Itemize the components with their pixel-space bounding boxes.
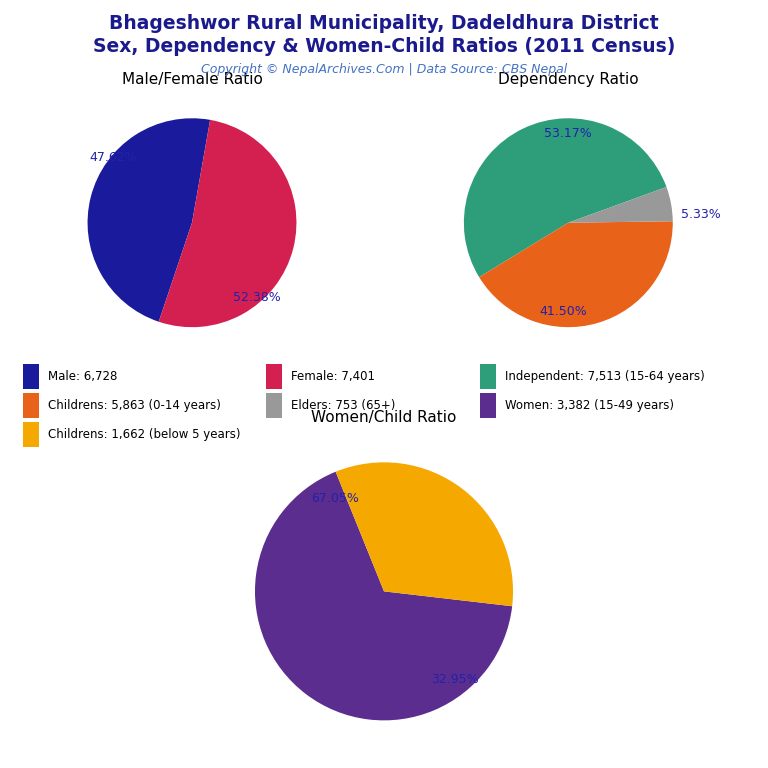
Wedge shape xyxy=(336,462,513,606)
Text: Female: 7,401: Female: 7,401 xyxy=(291,370,375,382)
Wedge shape xyxy=(464,118,667,277)
Bar xyxy=(480,364,496,389)
Text: Bhageshwor Rural Municipality, Dadeldhura District: Bhageshwor Rural Municipality, Dadeldhur… xyxy=(109,14,659,33)
Bar xyxy=(23,393,39,418)
Title: Women/Child Ratio: Women/Child Ratio xyxy=(311,410,457,425)
Text: Independent: 7,513 (15-64 years): Independent: 7,513 (15-64 years) xyxy=(505,370,705,382)
Text: Male: 6,728: Male: 6,728 xyxy=(48,370,118,382)
Text: 52.38%: 52.38% xyxy=(233,291,280,304)
Bar xyxy=(23,422,39,447)
Title: Male/Female Ratio: Male/Female Ratio xyxy=(121,72,263,87)
Text: Women: 3,382 (15-49 years): Women: 3,382 (15-49 years) xyxy=(505,399,674,412)
Wedge shape xyxy=(479,221,673,327)
Text: Elders: 753 (65+): Elders: 753 (65+) xyxy=(291,399,396,412)
Text: 32.95%: 32.95% xyxy=(431,673,478,686)
Title: Dependency Ratio: Dependency Ratio xyxy=(498,72,639,87)
Text: 5.33%: 5.33% xyxy=(681,208,721,221)
Text: Sex, Dependency & Women-Child Ratios (2011 Census): Sex, Dependency & Women-Child Ratios (20… xyxy=(93,37,675,56)
Text: Childrens: 5,863 (0-14 years): Childrens: 5,863 (0-14 years) xyxy=(48,399,220,412)
Text: Copyright © NepalArchives.Com | Data Source: CBS Nepal: Copyright © NepalArchives.Com | Data Sou… xyxy=(201,63,567,76)
Wedge shape xyxy=(255,472,512,720)
Text: Childrens: 1,662 (below 5 years): Childrens: 1,662 (below 5 years) xyxy=(48,429,240,441)
Text: 67.05%: 67.05% xyxy=(311,492,359,505)
Text: 47.62%: 47.62% xyxy=(90,151,137,164)
Bar xyxy=(23,364,39,389)
Wedge shape xyxy=(88,118,210,322)
Bar xyxy=(480,393,496,418)
Wedge shape xyxy=(159,120,296,327)
Bar xyxy=(266,364,283,389)
Text: 53.17%: 53.17% xyxy=(545,127,592,141)
Bar xyxy=(266,393,283,418)
Text: 41.50%: 41.50% xyxy=(539,305,587,318)
Wedge shape xyxy=(568,187,673,223)
